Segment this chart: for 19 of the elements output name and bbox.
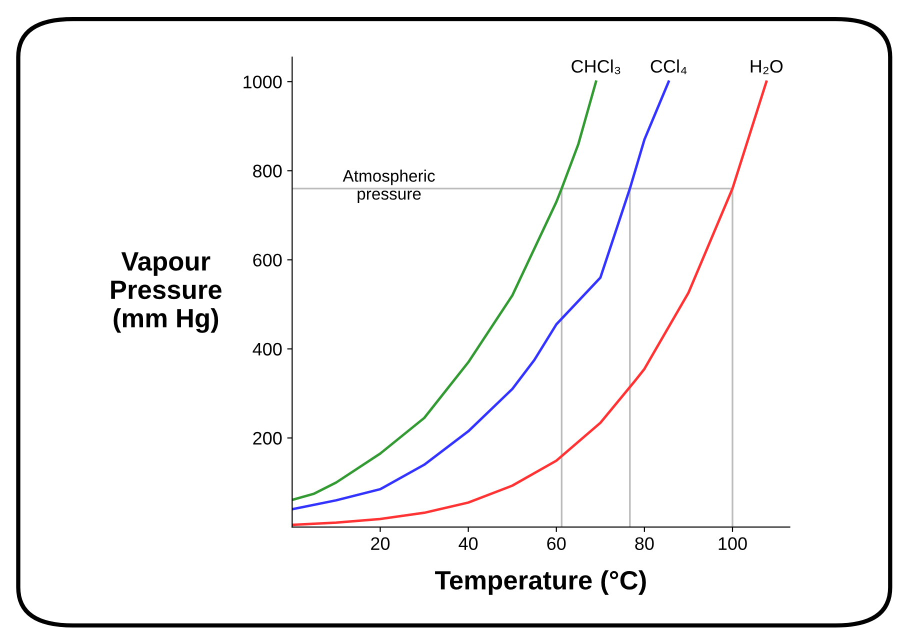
x-tick-label: 20 <box>371 537 390 550</box>
x-axis-title: Temperature (°C) <box>435 570 646 595</box>
series-label: CCl₄ <box>650 59 687 74</box>
y-axis-title: Vapour Pressure (mm Hg) <box>111 252 222 333</box>
y-tick-label: 1000 <box>244 76 282 88</box>
y-tick-label: 800 <box>253 164 282 178</box>
x-tick-label: 100 <box>718 537 747 550</box>
line-series <box>292 80 598 502</box>
line-series <box>292 80 768 526</box>
series-label: H₂O <box>750 60 783 74</box>
x-tick-label: 60 <box>547 537 566 550</box>
line-series <box>292 80 670 510</box>
y-tick-label: 200 <box>253 432 282 445</box>
ref-line-label: Atmospheric pressure <box>342 170 435 204</box>
y-tick-label: 400 <box>252 342 282 356</box>
x-tick-label: 80 <box>635 537 654 550</box>
y-tick-label: 600 <box>253 254 282 267</box>
series-label: CHCl₃ <box>572 59 620 74</box>
x-tick-label: 40 <box>458 537 478 550</box>
